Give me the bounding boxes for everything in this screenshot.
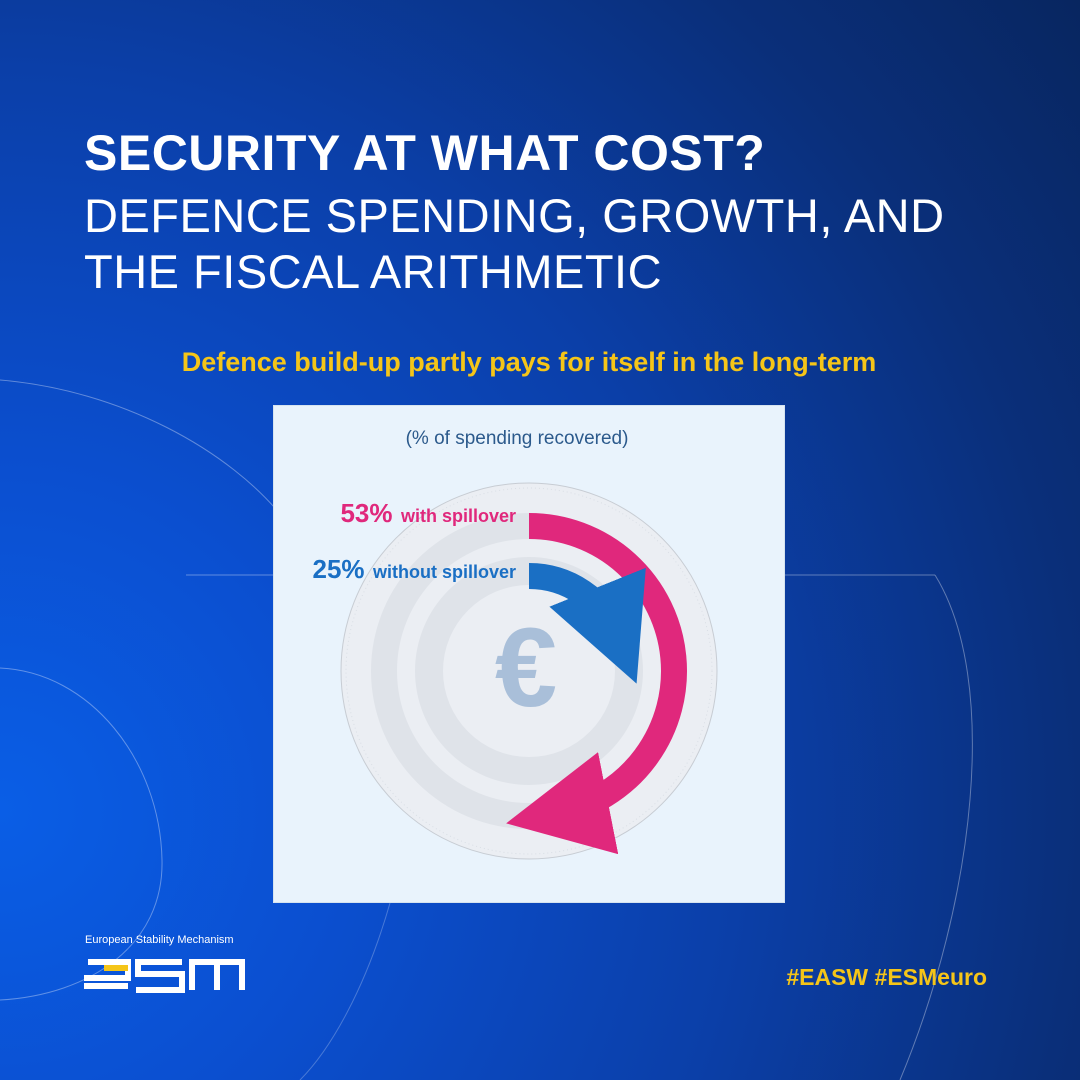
title-subheading: DEFENCE SPENDING, GROWTH, AND THE FISCAL… (84, 189, 945, 298)
esm-logo (84, 959, 245, 993)
hashtags: #EASW #ESMeuro (786, 964, 987, 990)
org-name: European Stability Mechanism (85, 934, 234, 946)
logo-letter-s (135, 959, 185, 993)
title-heading: SECURITY AT WHAT COST? (84, 125, 766, 181)
label-with-spillover: 53% with spillover (340, 498, 516, 528)
chart-subtitle: Defence build-up partly pays for itself … (181, 347, 877, 377)
chart-panel: (% of spending recovered) € 53% with spi… (273, 405, 785, 903)
label-without-spillover: 25% without spillover (312, 554, 516, 584)
logo-letter-m (189, 959, 245, 990)
name-without-spillover: without spillover (372, 562, 516, 582)
euro-icon: € (495, 605, 557, 730)
name-with-spillover: with spillover (400, 506, 516, 526)
series-arc-without-spillover (528, 563, 646, 684)
value-without-spillover: 25% (312, 554, 364, 584)
radial-chart: (% of spending recovered) € 53% with spi… (312, 428, 718, 860)
series-arc-with-spillover (506, 513, 687, 855)
outer-dial-ticks (345, 487, 713, 855)
chart-unit-label: (% of spending recovered) (406, 428, 629, 449)
value-with-spillover: 53% (340, 498, 392, 528)
